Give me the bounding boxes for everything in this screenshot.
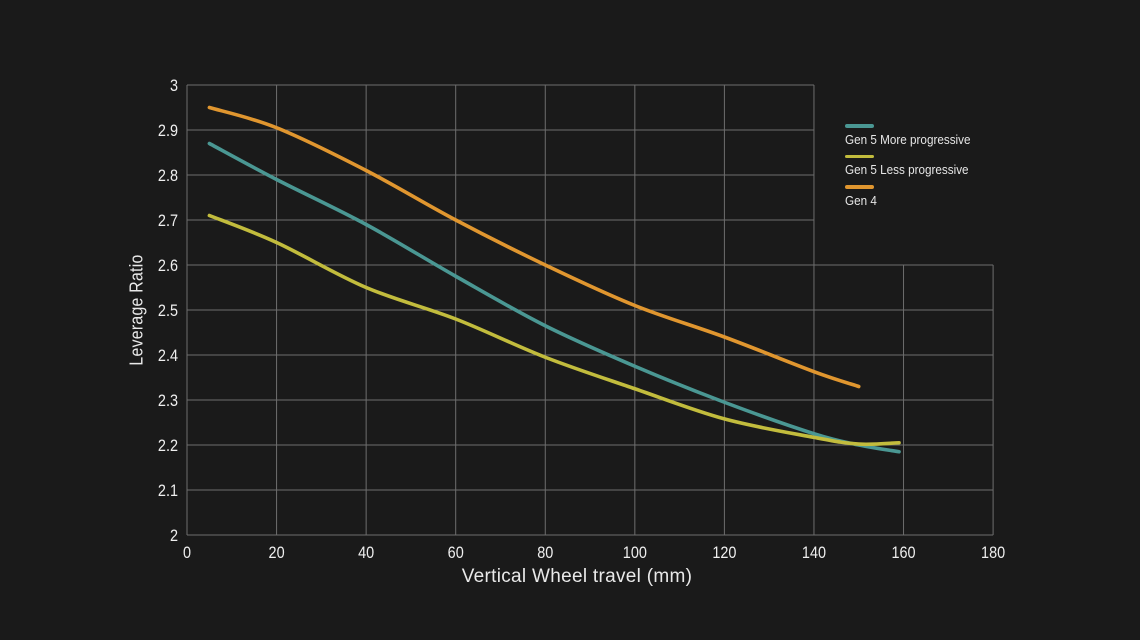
x-tick-label: 160 (891, 544, 915, 562)
legend-color-swatch (845, 154, 874, 158)
series-line-gen-5-less-progressive (207, 213, 901, 447)
x-tick-label: 60 (448, 544, 464, 562)
x-tick-label: 120 (712, 544, 736, 562)
y-tick-label: 2.6 (158, 257, 178, 275)
legend-color-swatch (845, 185, 874, 189)
x-tick-label: 40 (358, 544, 374, 562)
y-tick-label: 2.4 (158, 347, 178, 365)
legend-item-gen-5-more-progressive[interactable]: Gen 5 More progressive (845, 124, 984, 146)
y-tick-label: 2.5 (158, 302, 178, 320)
series-line-gen-4 (207, 105, 861, 389)
y-tick-label: 2.2 (158, 437, 178, 455)
series-line-gen-5-more-progressive (207, 141, 901, 454)
legend-item-label: Gen 5 More progressive (845, 131, 971, 147)
legend-item-gen-5-less-progressive[interactable]: Gen 5 Less progressive (845, 154, 984, 177)
x-tick-label: 180 (981, 544, 1005, 562)
x-tick-label: 80 (537, 544, 553, 562)
y-tick-label: 2.7 (158, 212, 178, 230)
y-tick-label: 2.3 (158, 392, 178, 410)
legend-color-swatch (845, 124, 874, 128)
y-tick-label: 2 (170, 527, 178, 545)
x-tick-label: 20 (269, 544, 285, 562)
y-tick-label: 2.8 (158, 167, 178, 185)
legend-item-gen-4[interactable]: Gen 4 (845, 185, 984, 207)
x-tick-label: 140 (802, 544, 826, 562)
y-tick-label: 3 (170, 77, 178, 95)
legend-item-label: Gen 5 Less progressive (845, 162, 969, 177)
legend-item-label: Gen 4 (845, 192, 877, 208)
y-axis-title: Leverage Ratio (126, 254, 147, 366)
y-tick-label: 2.9 (158, 122, 178, 140)
legend: Gen 5 More progressive Gen 5 Less progres… (845, 124, 984, 216)
x-tick-label: 100 (623, 544, 647, 562)
y-tick-label: 2.1 (158, 482, 178, 500)
x-tick-label: 0 (183, 544, 191, 562)
x-axis-title: Vertical Wheel travel (mm) (461, 566, 693, 587)
